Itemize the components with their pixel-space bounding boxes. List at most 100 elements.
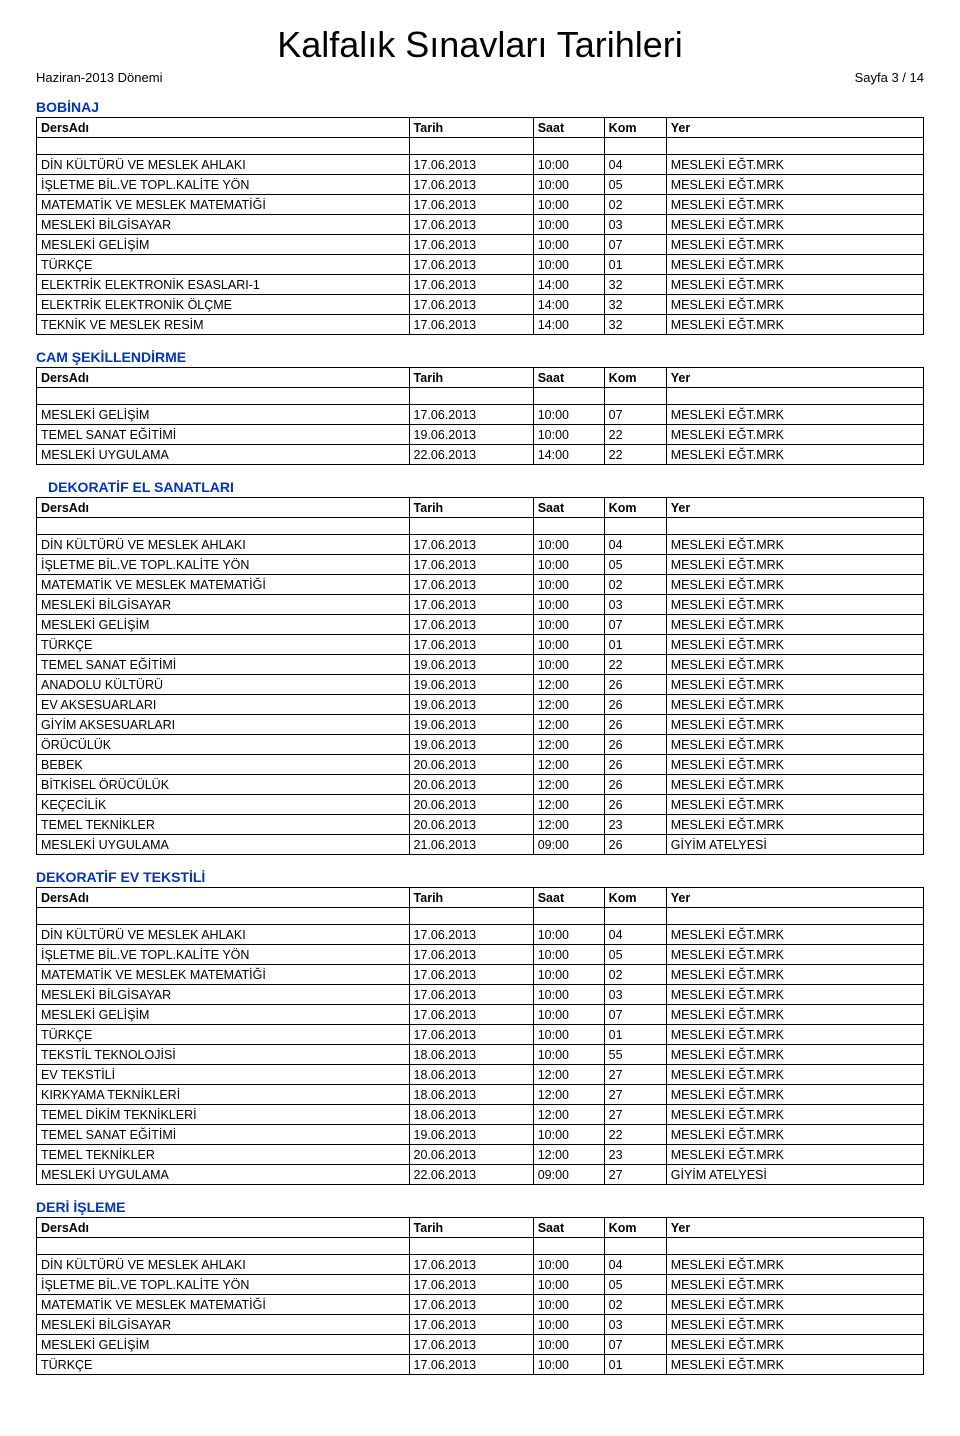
table-cell: MESLEKİ EĞT.MRK xyxy=(666,985,923,1005)
table-cell: MESLEKİ UYGULAMA xyxy=(37,835,410,855)
table-cell: 12:00 xyxy=(533,675,604,695)
table-cell: 14:00 xyxy=(533,315,604,335)
table-cell: 17.06.2013 xyxy=(409,215,533,235)
table-row: İŞLETME BİL.VE TOPL.KALİTE YÖN17.06.2013… xyxy=(37,555,924,575)
table-row: TÜRKÇE17.06.201310:0001MESLEKİ EĞT.MRK xyxy=(37,1025,924,1045)
table-cell: 04 xyxy=(604,925,666,945)
table-cell: 05 xyxy=(604,945,666,965)
table-cell: 27 xyxy=(604,1085,666,1105)
table-cell: 17.06.2013 xyxy=(409,575,533,595)
column-header: Yer xyxy=(666,498,923,518)
column-header-table: DersAdıTarihSaatKomYer DİN KÜLTÜRÜ VE ME… xyxy=(36,497,924,855)
table-cell: 04 xyxy=(604,535,666,555)
column-header: Saat xyxy=(533,888,604,908)
table-cell: EV TEKSTİLİ xyxy=(37,1065,410,1085)
table-cell: 10:00 xyxy=(533,425,604,445)
section-heading: CAM ŞEKİLLENDİRME xyxy=(36,349,924,365)
table-cell: MESLEKİ EĞT.MRK xyxy=(666,795,923,815)
table-row: TEMEL TEKNİKLER20.06.201312:0023MESLEKİ … xyxy=(37,1145,924,1165)
table-cell: 10:00 xyxy=(533,195,604,215)
table-cell: 10:00 xyxy=(533,255,604,275)
table-cell: 10:00 xyxy=(533,1255,604,1275)
table-cell: 17.06.2013 xyxy=(409,1295,533,1315)
table-cell: İŞLETME BİL.VE TOPL.KALİTE YÖN xyxy=(37,555,410,575)
table-cell: 10:00 xyxy=(533,635,604,655)
table-cell: BİTKİSEL ÖRÜCÜLÜK xyxy=(37,775,410,795)
table-cell: 17.06.2013 xyxy=(409,405,533,425)
table-cell: 19.06.2013 xyxy=(409,425,533,445)
column-header: Yer xyxy=(666,888,923,908)
table-cell: 01 xyxy=(604,1355,666,1375)
table-cell: MESLEKİ EĞT.MRK xyxy=(666,615,923,635)
table-cell: MESLEKİ EĞT.MRK xyxy=(666,1125,923,1145)
table-cell: 10:00 xyxy=(533,235,604,255)
table-cell: 10:00 xyxy=(533,945,604,965)
table-cell: MESLEKİ UYGULAMA xyxy=(37,1165,410,1185)
table-row: MESLEKİ BİLGİSAYAR17.06.201310:0003MESLE… xyxy=(37,595,924,615)
table-cell: MESLEKİ GELİŞİM xyxy=(37,405,410,425)
table-cell: TÜRKÇE xyxy=(37,255,410,275)
table-cell: 07 xyxy=(604,615,666,635)
table-cell: MESLEKİ EĞT.MRK xyxy=(666,405,923,425)
table-row: TEMEL DİKİM TEKNİKLERİ18.06.201312:0027M… xyxy=(37,1105,924,1125)
column-header: Saat xyxy=(533,1218,604,1238)
table-cell: 12:00 xyxy=(533,735,604,755)
table-cell: MESLEKİ BİLGİSAYAR xyxy=(37,215,410,235)
table-cell: 22.06.2013 xyxy=(409,445,533,465)
table-row: TÜRKÇE17.06.201310:0001MESLEKİ EĞT.MRK xyxy=(37,1355,924,1375)
table-row: MESLEKİ BİLGİSAYAR17.06.201310:0003MESLE… xyxy=(37,215,924,235)
column-header: Yer xyxy=(666,1218,923,1238)
table-cell: MESLEKİ EĞT.MRK xyxy=(666,235,923,255)
column-header-table: DersAdıTarihSaatKomYer DİN KÜLTÜRÜ VE ME… xyxy=(36,887,924,1185)
table-row: EV TEKSTİLİ18.06.201312:0027MESLEKİ EĞT.… xyxy=(37,1065,924,1085)
column-header-table: DersAdıTarihSaatKomYer MESLEKİ GELİŞİM17… xyxy=(36,367,924,465)
column-header: Tarih xyxy=(409,888,533,908)
table-cell: İŞLETME BİL.VE TOPL.KALİTE YÖN xyxy=(37,1275,410,1295)
table-cell: MESLEKİ EĞT.MRK xyxy=(666,1145,923,1165)
table-cell: MESLEKİ GELİŞİM xyxy=(37,1335,410,1355)
table-cell: 01 xyxy=(604,1025,666,1045)
table-cell: MESLEKİ EĞT.MRK xyxy=(666,925,923,945)
table-cell: TEMEL TEKNİKLER xyxy=(37,1145,410,1165)
table-cell: İŞLETME BİL.VE TOPL.KALİTE YÖN xyxy=(37,175,410,195)
table-cell: 26 xyxy=(604,795,666,815)
table-cell: 10:00 xyxy=(533,1005,604,1025)
table-cell: 02 xyxy=(604,965,666,985)
column-header: Kom xyxy=(604,1218,666,1238)
table-cell: MESLEKİ EĞT.MRK xyxy=(666,945,923,965)
column-header: DersAdı xyxy=(37,1218,410,1238)
table-cell: 21.06.2013 xyxy=(409,835,533,855)
table-cell: 23 xyxy=(604,1145,666,1165)
table-cell: 05 xyxy=(604,555,666,575)
column-header: DersAdı xyxy=(37,888,410,908)
table-cell: 12:00 xyxy=(533,1065,604,1085)
table-cell: 09:00 xyxy=(533,1165,604,1185)
table-row: MATEMATİK VE MESLEK MATEMATİĞİ17.06.2013… xyxy=(37,195,924,215)
table-cell: MESLEKİ EĞT.MRK xyxy=(666,425,923,445)
table-cell: 07 xyxy=(604,1335,666,1355)
table-cell: TEKSTİL TEKNOLOJİSİ xyxy=(37,1045,410,1065)
table-cell: 10:00 xyxy=(533,535,604,555)
table-cell: 20.06.2013 xyxy=(409,1145,533,1165)
column-header: Yer xyxy=(666,368,923,388)
table-cell: 26 xyxy=(604,755,666,775)
table-cell: 17.06.2013 xyxy=(409,1355,533,1375)
table-cell: 10:00 xyxy=(533,965,604,985)
page-number: Sayfa 3 / 14 xyxy=(855,70,924,85)
table-cell: 22 xyxy=(604,655,666,675)
table-cell: 18.06.2013 xyxy=(409,1045,533,1065)
table-row: TEMEL SANAT EĞİTİMİ19.06.201310:0022MESL… xyxy=(37,655,924,675)
table-cell: MESLEKİ GELİŞİM xyxy=(37,615,410,635)
table-cell: TEMEL SANAT EĞİTİMİ xyxy=(37,655,410,675)
table-cell: 17.06.2013 xyxy=(409,1005,533,1025)
table-cell: 17.06.2013 xyxy=(409,535,533,555)
table-cell: 32 xyxy=(604,295,666,315)
table-cell: 02 xyxy=(604,195,666,215)
column-header: DersAdı xyxy=(37,118,410,138)
table-cell: 02 xyxy=(604,575,666,595)
table-cell: MESLEKİ EĞT.MRK xyxy=(666,1045,923,1065)
table-cell: 17.06.2013 xyxy=(409,295,533,315)
table-cell: 12:00 xyxy=(533,1105,604,1125)
table-cell: MESLEKİ UYGULAMA xyxy=(37,445,410,465)
table-cell: MESLEKİ EĞT.MRK xyxy=(666,715,923,735)
